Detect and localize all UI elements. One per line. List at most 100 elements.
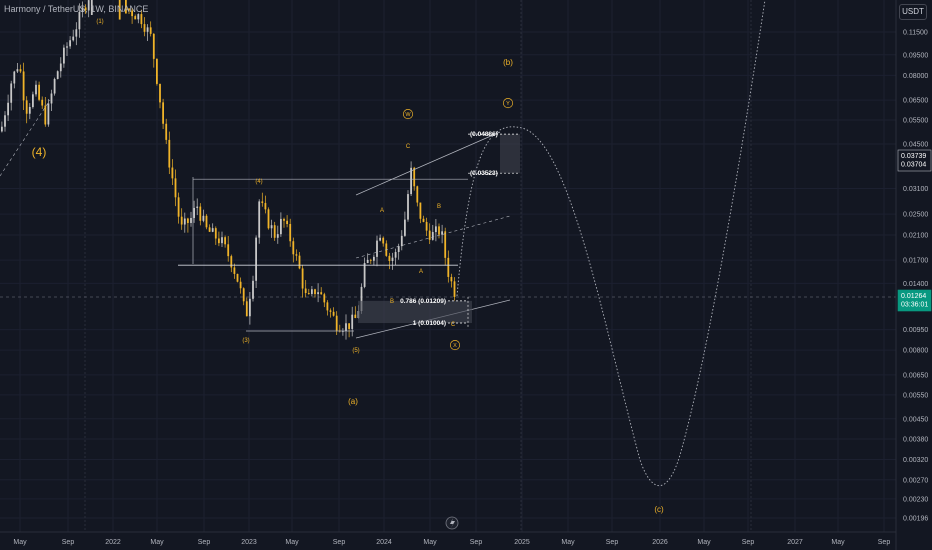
price-tick-label: 0.00380 bbox=[903, 436, 928, 443]
candle-body bbox=[261, 201, 264, 204]
candle-body bbox=[177, 197, 180, 217]
wave-label: (a) bbox=[348, 397, 358, 406]
candle-body bbox=[90, 0, 93, 16]
candle-body bbox=[41, 99, 44, 106]
time-tick-label: Sep bbox=[742, 539, 755, 546]
candle-body bbox=[159, 83, 161, 103]
lightning-icon-glyph bbox=[450, 518, 455, 528]
candle-body bbox=[447, 257, 450, 277]
candle-body bbox=[134, 16, 137, 20]
price-tick-label: 0.01700 bbox=[903, 258, 928, 265]
candle-body bbox=[149, 27, 152, 34]
candle-body bbox=[125, 0, 127, 14]
candle-body bbox=[373, 256, 375, 261]
wave-label: C bbox=[451, 322, 456, 328]
target-price-badge-text: 0.03739 bbox=[901, 153, 926, 160]
candle-body bbox=[202, 215, 205, 221]
candle-body bbox=[416, 186, 419, 203]
currency-button[interactable]: USDT bbox=[899, 4, 927, 20]
wave-label: (b) bbox=[503, 58, 513, 67]
price-tick-label: 0.00550 bbox=[903, 392, 928, 399]
candle-body bbox=[382, 237, 385, 244]
time-tick-label: May bbox=[285, 539, 299, 546]
candle-body bbox=[193, 207, 195, 218]
time-tick-label: Sep bbox=[198, 539, 211, 546]
channel-midline bbox=[355, 215, 511, 259]
candle-body bbox=[317, 292, 319, 295]
target-zone-box bbox=[500, 134, 520, 174]
price-tick-label: 0.05500 bbox=[903, 118, 928, 125]
fib-level-lower-label: (0.03523) bbox=[470, 170, 498, 177]
price-tick-label: 0.00650 bbox=[903, 372, 928, 379]
candle-body bbox=[450, 276, 453, 282]
wave-label: X bbox=[453, 343, 457, 349]
candle-body bbox=[224, 237, 226, 245]
wave-label: (c) bbox=[654, 505, 664, 514]
time-tick-label: May bbox=[423, 539, 437, 546]
candle-body bbox=[152, 33, 155, 59]
candle-body bbox=[72, 36, 75, 41]
candle-body bbox=[199, 206, 202, 221]
time-tick-label: 2027 bbox=[787, 539, 803, 546]
candle-body bbox=[307, 293, 310, 294]
price-tick-label: 0.00320 bbox=[903, 457, 928, 464]
candle-body bbox=[227, 244, 230, 257]
candle-body bbox=[165, 123, 168, 140]
candle-body bbox=[351, 314, 354, 329]
candle-body bbox=[258, 201, 261, 238]
candle-body bbox=[137, 14, 140, 20]
projection-path bbox=[456, 0, 766, 487]
time-tick-label: Sep bbox=[62, 539, 75, 546]
price-tick-label: 0.06500 bbox=[903, 98, 928, 105]
candle-body bbox=[211, 228, 214, 232]
candle-body bbox=[81, 7, 84, 12]
candle-body bbox=[4, 115, 6, 127]
candle-body bbox=[118, 0, 121, 20]
time-tick-label: 2025 bbox=[514, 539, 530, 546]
time-tick-label: Sep bbox=[470, 539, 483, 546]
wave-label-circle bbox=[449, 340, 461, 351]
candle-body bbox=[38, 84, 40, 100]
price-axis[interactable]: 0.11500 0.09500 0.08000 0.06500 0.05500 0.045… bbox=[895, 0, 932, 550]
candle-body bbox=[376, 240, 378, 257]
candle-body bbox=[400, 235, 403, 247]
price-tick-label: 0.00196 bbox=[903, 516, 928, 523]
candle-body bbox=[56, 71, 59, 79]
candle-body bbox=[342, 330, 344, 332]
candle-body bbox=[345, 323, 347, 331]
time-tick-label: 2022 bbox=[105, 539, 121, 546]
channel-upper bbox=[355, 131, 501, 196]
buy-zone-box bbox=[358, 300, 472, 324]
candle-body bbox=[419, 202, 422, 219]
candle-body bbox=[233, 267, 236, 274]
wave-label: C bbox=[406, 144, 411, 150]
candle-body bbox=[292, 241, 295, 255]
candle-body bbox=[168, 139, 171, 168]
wave-labels: (4) (1) (4) (3) (5) (a) (b) (c) W X Y A B C A B C bbox=[32, 19, 664, 530]
candle-body bbox=[289, 223, 292, 242]
fib-786-label: 0.786 (0.01209) bbox=[400, 298, 446, 305]
wave-label-circle bbox=[402, 109, 414, 120]
candle-body bbox=[242, 288, 245, 302]
wave-label: (3) bbox=[242, 338, 249, 344]
candle-body bbox=[174, 178, 177, 198]
time-axis[interactable]: May Sep 2022 May Sep 2023 May Sep 2024 May Sep 2025… bbox=[0, 531, 896, 546]
candle-body bbox=[286, 220, 288, 224]
candle-body bbox=[363, 263, 366, 287]
candle-body bbox=[270, 225, 273, 229]
candle-body bbox=[50, 93, 53, 104]
wave-label: W bbox=[405, 112, 411, 118]
candle-body bbox=[84, 7, 87, 11]
wave-label: (1) bbox=[96, 19, 103, 25]
candle-body bbox=[431, 232, 434, 240]
wave-label: (4) bbox=[32, 145, 47, 159]
candle-body bbox=[249, 298, 251, 317]
candle-body bbox=[171, 167, 174, 179]
candle-body bbox=[388, 255, 391, 262]
current-price-badge-text: 03:36:01 bbox=[901, 302, 928, 309]
candle-body bbox=[301, 268, 304, 289]
candle-body bbox=[326, 302, 329, 311]
candle-body bbox=[438, 226, 440, 235]
candle-body bbox=[162, 102, 164, 124]
